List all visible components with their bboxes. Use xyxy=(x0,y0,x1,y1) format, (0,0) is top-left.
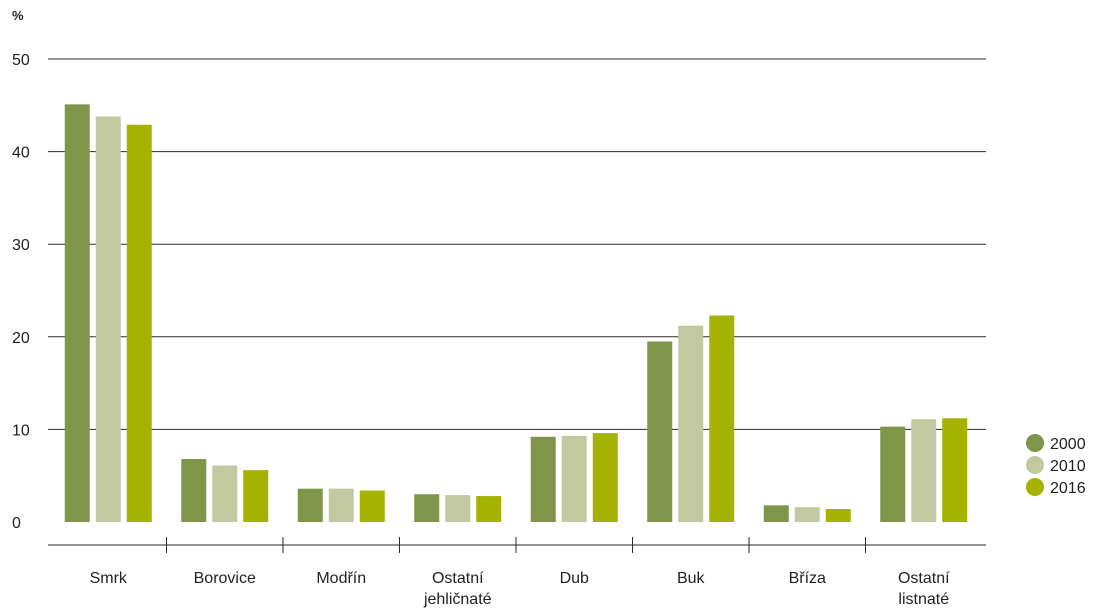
bar-2010 xyxy=(95,116,121,523)
category-label: jehličnaté xyxy=(423,591,492,608)
bar-2010 xyxy=(328,488,354,522)
bar-2000 xyxy=(181,459,207,522)
bar-2016 xyxy=(126,124,152,522)
bar-2010 xyxy=(911,419,937,522)
bar-2016 xyxy=(592,433,618,522)
legend-swatch xyxy=(1026,434,1044,452)
x-axis xyxy=(48,537,986,553)
bar-2010 xyxy=(678,325,704,522)
bar-2000 xyxy=(297,488,323,522)
category-label: Smrk xyxy=(90,570,128,587)
legend-label: 2000 xyxy=(1050,436,1086,453)
y-tick-label: 30 xyxy=(12,237,30,254)
category-labels: Smrk Borovice Modřín Ostatní jehličnaté Dub Bu… xyxy=(90,570,951,608)
y-tick-label: 0 xyxy=(12,515,21,532)
bar-2000 xyxy=(880,426,906,522)
bar-2000 xyxy=(763,505,789,522)
category-label: Ostatní xyxy=(432,570,484,587)
grid-lines: 0 10 20 30 40 50 xyxy=(12,52,986,532)
category-label: Borovice xyxy=(194,570,256,587)
y-tick-label: 20 xyxy=(12,330,30,347)
bar-2016 xyxy=(359,490,385,522)
bar-2000 xyxy=(64,104,90,523)
bar-2010 xyxy=(445,495,471,522)
category-label: listnaté xyxy=(898,591,949,608)
bar-2016 xyxy=(942,418,968,522)
y-axis-unit-label: % xyxy=(12,8,24,23)
y-tick-label: 50 xyxy=(12,52,30,69)
bar-2016 xyxy=(825,509,851,522)
y-tick-label: 40 xyxy=(12,145,30,162)
y-tick-label: 10 xyxy=(12,422,30,439)
bar-2016 xyxy=(476,496,502,522)
bar-2010 xyxy=(212,465,238,522)
legend-swatch xyxy=(1026,456,1044,474)
bar-2000 xyxy=(414,494,440,522)
bar-2010 xyxy=(561,435,587,522)
legend-swatch xyxy=(1026,478,1044,496)
bar-2010 xyxy=(794,507,820,522)
category-label: Buk xyxy=(677,570,706,587)
category-label: Bříza xyxy=(789,570,826,587)
bar-2000 xyxy=(647,341,673,522)
category-label: Ostatní xyxy=(898,570,950,587)
bars xyxy=(64,104,968,523)
bar-2016 xyxy=(709,315,735,522)
category-label: Modřín xyxy=(316,570,366,587)
legend: 2000 2010 2016 xyxy=(1026,434,1086,497)
bar-2000 xyxy=(530,436,556,522)
category-label: Dub xyxy=(560,570,589,587)
legend-label: 2016 xyxy=(1050,480,1086,497)
bar-2016 xyxy=(243,470,269,522)
legend-label: 2010 xyxy=(1050,458,1086,475)
